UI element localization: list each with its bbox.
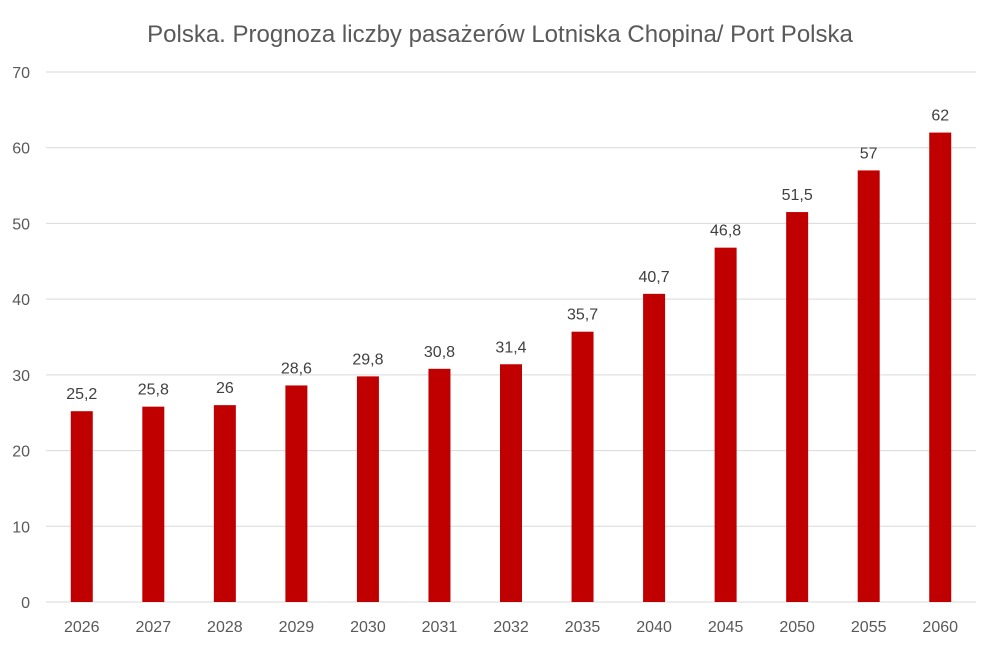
x-tick-label: 2031 (422, 619, 458, 636)
y-tick-label: 70 (12, 65, 30, 82)
data-label: 62 (931, 108, 949, 125)
data-label: 46,8 (710, 223, 741, 240)
data-label: 40,7 (639, 269, 670, 286)
bar (142, 406, 165, 602)
x-tick-label: 2026 (64, 619, 100, 636)
x-tick-label: 2032 (493, 619, 529, 636)
y-tick-label: 30 (12, 368, 30, 385)
y-tick-label: 0 (21, 595, 30, 612)
y-tick-label: 10 (12, 519, 30, 536)
bar (857, 170, 880, 602)
x-tick-label: 2055 (851, 619, 887, 636)
data-label: 51,5 (782, 187, 813, 204)
bar (356, 376, 379, 602)
y-tick-label: 40 (12, 292, 30, 309)
data-label: 25,8 (138, 382, 169, 399)
x-tick-label: 2060 (922, 619, 958, 636)
x-tick-label: 2030 (350, 619, 386, 636)
x-tick-label: 2050 (779, 619, 815, 636)
bar (571, 331, 594, 602)
chart-title: Polska. Prognoza liczby pasażerów Lotnis… (147, 21, 853, 48)
bar (285, 385, 308, 602)
bar (500, 364, 522, 602)
y-tick-label: 20 (12, 444, 30, 461)
x-tick-label: 2029 (279, 619, 315, 636)
bars (70, 132, 952, 603)
x-axis: 2026 2027 2028 2029 2030 2031 2032 2035 2040 2045… (64, 619, 958, 636)
y-axis: 0 10 20 30 40 50 60 70 (12, 65, 30, 612)
data-label: 26 (216, 380, 234, 397)
x-tick-label: 2035 (565, 619, 601, 636)
data-label: 28,6 (281, 360, 312, 377)
x-tick-label: 2040 (636, 619, 672, 636)
data-labels: 25,2 25,8 26 28,6 29,8 30,8 31,4 35,7 40,7 46,8 51… (66, 108, 949, 404)
bar (213, 405, 236, 602)
bar (786, 212, 809, 603)
x-tick-label: 2028 (207, 619, 243, 636)
data-label: 57 (860, 145, 878, 162)
y-tick-label: 50 (12, 216, 30, 233)
bar (428, 368, 451, 602)
bar (714, 247, 737, 602)
data-label: 31,4 (495, 339, 526, 356)
bar (929, 132, 952, 603)
bar (643, 293, 666, 602)
y-tick-label: 60 (12, 141, 30, 158)
data-label: 29,8 (352, 351, 383, 368)
bar (70, 411, 93, 602)
data-label: 35,7 (567, 307, 598, 324)
data-label: 25,2 (66, 386, 97, 403)
x-tick-label: 2045 (708, 619, 744, 636)
data-label: 30,8 (424, 344, 455, 361)
x-tick-label: 2027 (136, 619, 172, 636)
